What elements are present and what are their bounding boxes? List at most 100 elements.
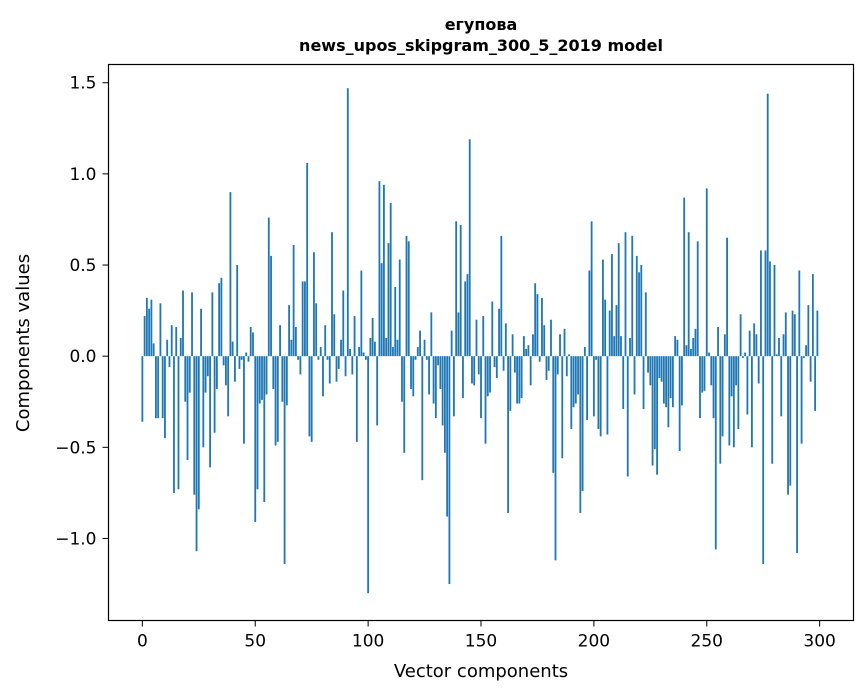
bar [550,319,552,357]
bar [218,283,221,357]
bar [730,356,733,397]
bar [315,303,318,357]
bar [757,356,760,384]
bar [674,336,677,357]
bar [326,356,329,360]
bar [529,356,532,386]
bar [331,232,333,357]
bar [222,356,225,366]
bar [349,348,351,357]
x-tick-label: 250 [691,632,723,652]
bar [272,356,275,389]
x-tick-label: 50 [244,632,266,652]
bar [290,339,293,357]
bar [351,356,354,375]
bar [520,356,523,399]
bar [638,272,640,357]
bar [760,250,762,357]
bar [401,356,403,402]
bar [556,356,559,375]
bar [574,356,577,404]
bar [367,356,370,594]
bar [410,356,412,389]
bar [739,314,742,357]
bar [276,356,279,442]
bar [622,356,625,410]
bar [552,356,555,473]
bar [188,356,191,393]
bar [814,356,817,411]
bar [220,277,223,357]
bar [392,347,394,357]
bar [267,217,270,357]
bar [744,352,747,357]
bar [764,250,767,357]
bar [796,356,798,554]
bar [319,347,322,357]
bar [681,356,683,406]
bar [270,255,272,357]
bar [425,356,428,360]
bar [737,356,740,430]
bar [292,244,295,357]
bar [509,356,512,411]
bar [719,356,722,464]
bar [373,341,376,357]
bar [437,356,440,366]
y-tick-label: 0.0 [69,347,96,367]
bar [793,314,796,357]
bar [304,281,306,357]
bar [430,312,433,357]
bar [170,325,173,357]
bar [507,356,509,513]
bar [662,356,665,404]
bar [732,356,735,448]
bar [741,356,744,358]
bar [656,356,658,475]
x-tick-label: 0 [137,632,148,652]
bar [416,347,419,357]
bar [559,334,561,357]
bar [554,356,557,561]
bar [717,327,719,357]
bar [340,339,342,357]
bar [186,356,189,461]
bar [209,356,211,468]
bar [466,274,469,357]
bar [762,356,765,564]
bar [197,356,200,510]
bar [629,337,631,357]
x-tick-label: 100 [352,632,384,652]
bar [495,356,498,379]
bar [811,274,814,357]
bar [299,356,302,375]
bar [721,356,724,437]
bar [247,356,250,362]
bar [215,356,218,389]
bar [455,221,458,357]
bar [308,356,311,437]
bar [592,356,595,417]
bar [389,203,392,357]
bar [565,356,568,377]
y-tick-label: −1.0 [55,529,96,549]
bar [175,327,178,357]
bar [703,356,706,391]
bar [195,356,198,552]
bar [798,270,801,357]
bar [658,356,661,379]
bar [624,232,627,357]
bar [380,263,383,357]
bar [667,356,670,428]
bar [480,356,482,419]
bar [534,283,537,357]
bar [712,356,715,419]
bar [489,356,491,393]
bar [394,286,397,357]
bar [252,332,254,357]
bar [412,356,415,397]
bar [701,356,704,393]
bar [378,181,381,357]
bar [191,292,193,357]
bar [602,259,604,357]
